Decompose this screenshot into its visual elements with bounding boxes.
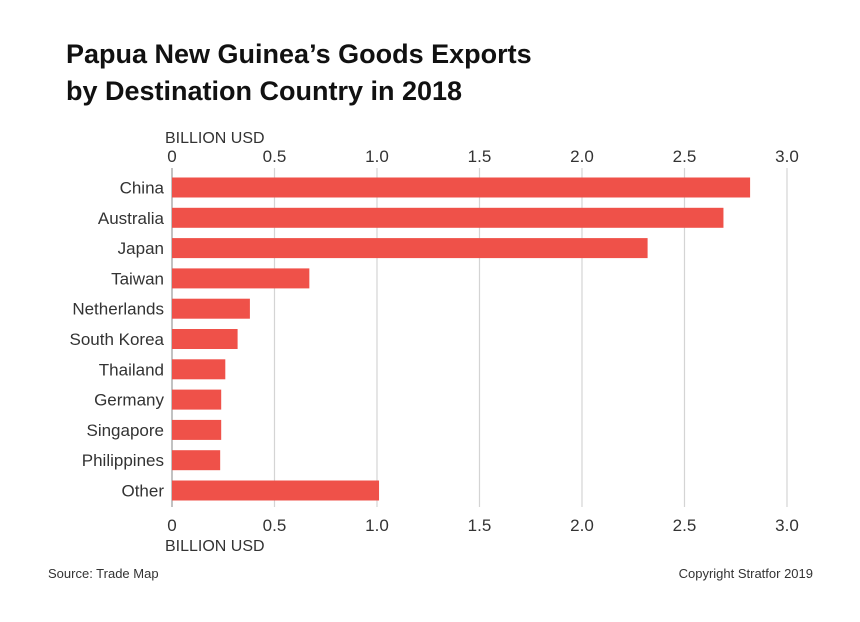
x-tick-label-bottom: 1.0 xyxy=(365,516,389,535)
x-tick-label-bottom: 3.0 xyxy=(775,516,799,535)
bar xyxy=(172,298,250,319)
x-axis-label-bottom: BILLION USD xyxy=(165,538,265,555)
bar xyxy=(172,450,221,471)
x-tick-label-top: 1.5 xyxy=(468,147,492,166)
chart-title-line-2: by Destination Country in 2018 xyxy=(66,76,463,106)
source-note: Source: Trade Map xyxy=(48,566,159,581)
bar xyxy=(172,389,222,410)
bar xyxy=(172,268,310,289)
category-label: Philippines xyxy=(82,451,164,470)
x-tick-label-bottom: 1.5 xyxy=(468,516,492,535)
category-label: Taiwan xyxy=(111,269,164,288)
x-tick-label-bottom: 2.0 xyxy=(570,516,594,535)
category-label: Singapore xyxy=(86,421,164,440)
category-label: Other xyxy=(121,482,164,501)
x-tick-label-top: 3.0 xyxy=(775,147,799,166)
x-axis-label-top: BILLION USD xyxy=(165,130,265,147)
category-label: Netherlands xyxy=(72,300,164,319)
x-tick-label-top: 0 xyxy=(167,147,176,166)
bar xyxy=(172,207,724,228)
bar xyxy=(172,238,648,259)
x-tick-label-top: 2.0 xyxy=(570,147,594,166)
x-tick-label-bottom: 2.5 xyxy=(673,516,697,535)
x-tick-label-top: 0.5 xyxy=(263,147,287,166)
bar xyxy=(172,480,380,501)
category-label: China xyxy=(120,179,165,198)
category-label: South Korea xyxy=(69,330,164,349)
x-tick-label-top: 1.0 xyxy=(365,147,389,166)
chart-title: Papua New Guinea’s Goods Exports by Dest… xyxy=(66,36,532,110)
bar xyxy=(172,359,226,380)
bar xyxy=(172,329,238,349)
category-label: Japan xyxy=(118,239,164,258)
category-label: Germany xyxy=(94,391,164,410)
category-label: Thailand xyxy=(99,360,164,379)
x-tick-label-bottom: 0.5 xyxy=(263,516,287,535)
bar-chart: 0 0 0.5 0.5 1.0 1.0 1.5 1.5 2.0 2.0 2.5 2.5 3.0 3.0 BI… xyxy=(69,130,799,555)
category-label: Australia xyxy=(98,209,165,228)
x-tick-label-bottom: 0 xyxy=(167,516,176,535)
bar xyxy=(172,177,751,198)
copyright-note: Copyright Stratfor 2019 xyxy=(678,566,813,581)
x-tick-label-top: 2.5 xyxy=(673,147,697,166)
bar xyxy=(172,419,222,440)
chart-title-line-1: Papua New Guinea’s Goods Exports xyxy=(66,39,532,69)
